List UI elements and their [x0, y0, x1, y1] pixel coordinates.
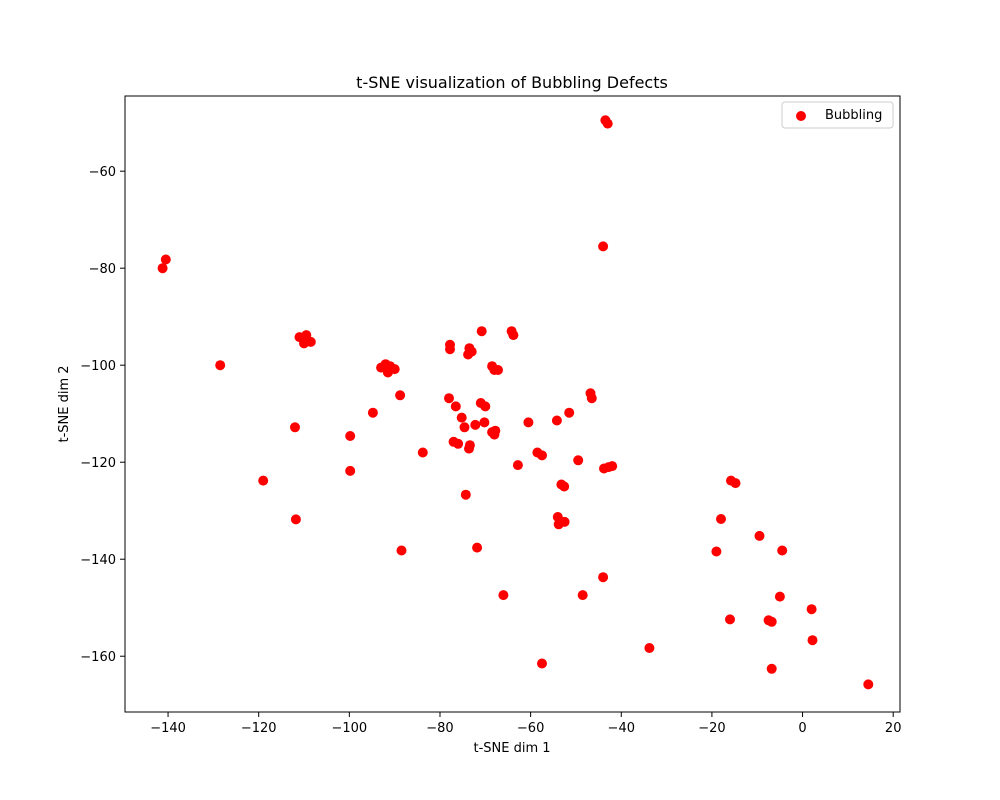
data-point — [508, 330, 519, 341]
data-point — [730, 478, 741, 489]
data-point — [564, 407, 575, 418]
y-axis: −60 −80 −100 −120 −140 −160 — [80, 165, 125, 665]
y-axis-label: t-SNE dim 2 — [57, 365, 72, 442]
data-point — [290, 422, 300, 433]
data-point — [417, 447, 428, 458]
data-point — [806, 604, 817, 615]
data-point — [389, 364, 400, 375]
data-point — [512, 460, 523, 471]
data-point — [754, 530, 765, 541]
x-tick-label: 20 — [885, 721, 902, 736]
data-point — [345, 431, 356, 441]
data-point — [766, 663, 777, 674]
data-point — [450, 401, 461, 412]
data-point — [444, 393, 454, 404]
data-point — [305, 336, 316, 347]
y-tick-label: −100 — [80, 359, 116, 374]
data-point — [464, 443, 474, 454]
data-point — [716, 514, 726, 524]
x-axis-label: t-SNE dim 1 — [473, 741, 550, 756]
data-point — [537, 450, 547, 461]
x-tick-label: −40 — [608, 721, 635, 736]
data-point — [367, 407, 378, 418]
data-point — [445, 344, 455, 355]
data-point — [559, 481, 570, 492]
data-point — [460, 489, 471, 500]
data-point — [777, 545, 788, 556]
data-point — [160, 254, 171, 265]
x-tick-label: −100 — [331, 721, 367, 736]
x-axis: −140 −120 −100 −80 −60 −40 −20 0 20 — [150, 712, 901, 736]
y-tick-label: −140 — [80, 553, 116, 568]
data-point — [345, 465, 356, 476]
data-point — [459, 422, 470, 433]
y-tick-label: −60 — [89, 165, 116, 180]
data-point — [586, 393, 597, 404]
data-point — [490, 425, 501, 436]
data-point — [863, 679, 874, 690]
y-tick-label: −80 — [89, 262, 116, 277]
data-point — [559, 516, 570, 527]
x-tick-label: −20 — [698, 721, 725, 736]
data-point — [598, 572, 609, 583]
x-tick-label: −140 — [150, 721, 186, 736]
data-point — [466, 346, 477, 357]
points-layer — [157, 115, 874, 690]
data-point — [644, 643, 655, 653]
legend-label: Bubbling — [825, 108, 882, 123]
data-point — [725, 614, 735, 625]
data-point — [598, 241, 609, 252]
data-point — [290, 514, 301, 525]
data-point — [523, 417, 534, 428]
data-point — [258, 475, 269, 486]
data-point — [470, 419, 481, 430]
data-point — [480, 401, 491, 412]
x-tick-label: −80 — [426, 721, 453, 736]
y-tick-label: −160 — [80, 650, 116, 665]
data-point — [472, 542, 483, 553]
data-point — [215, 360, 226, 371]
data-point — [551, 415, 562, 426]
data-point — [766, 616, 777, 627]
data-point — [711, 546, 722, 557]
data-point — [157, 263, 168, 274]
data-point — [498, 590, 509, 601]
data-point — [456, 412, 467, 423]
x-tick-label: −120 — [241, 721, 277, 736]
x-tick-label: 0 — [798, 721, 806, 736]
legend: Bubbling — [781, 101, 894, 129]
data-point — [602, 118, 613, 129]
data-point — [479, 417, 490, 428]
data-point — [537, 658, 547, 669]
plot-frame — [124, 95, 901, 713]
data-point — [774, 591, 785, 602]
y-tick-label: −120 — [80, 456, 116, 471]
data-point — [476, 326, 487, 337]
data-point — [396, 545, 407, 556]
data-point — [395, 390, 406, 401]
chart-title: t-SNE visualization of Bubbling Defects — [356, 73, 668, 92]
data-point — [573, 455, 584, 466]
x-tick-label: −60 — [517, 721, 544, 736]
legend-marker — [796, 111, 806, 121]
data-point — [807, 635, 818, 646]
data-point — [607, 461, 618, 472]
data-point — [453, 438, 464, 449]
data-point — [493, 365, 503, 375]
data-point — [577, 590, 588, 601]
legend-box — [781, 101, 894, 129]
